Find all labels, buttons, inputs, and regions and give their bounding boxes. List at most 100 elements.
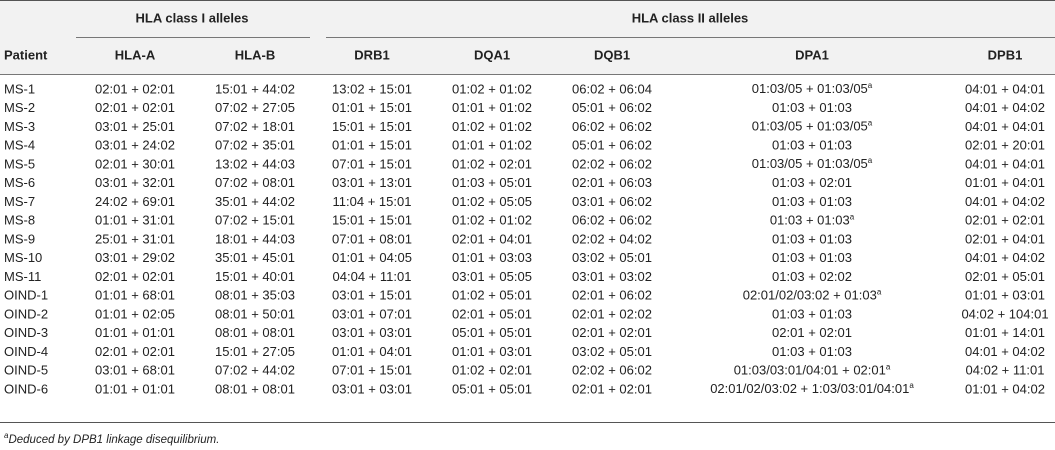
cell: 03:01 + 32:01 xyxy=(95,175,175,190)
cell: 03:01 + 06:02 xyxy=(572,194,652,209)
cell: 25:01 + 31:01 xyxy=(95,231,175,246)
cell: 01:03 + 01:03 xyxy=(772,100,852,115)
cell: 05:01 + 06:02 xyxy=(572,100,652,115)
cell: 02:01 + 02:01 xyxy=(95,269,175,284)
cell: 02:01 + 02:01 xyxy=(95,100,175,115)
row-label: OIND-4 xyxy=(4,344,48,359)
cell: 01:01 + 01:01 xyxy=(95,381,175,396)
cell: 01:01 + 03:01 xyxy=(452,344,532,359)
cell: 04:04 + 11:01 xyxy=(333,269,412,284)
row-label: MS-9 xyxy=(4,231,35,246)
cell: 15:01 + 44:02 xyxy=(215,81,295,96)
cell: 01:01 + 01:02 xyxy=(452,100,532,115)
cell: 02:01 + 02:01 xyxy=(965,213,1045,228)
cell: 01:01 + 02:05 xyxy=(95,306,175,321)
cell: 02:02 + 04:02 xyxy=(572,231,652,246)
cell: 15:01 + 15:01 xyxy=(332,119,412,134)
cell: 02:01 + 06:02 xyxy=(572,288,652,303)
cell: 06:02 + 06:02 xyxy=(572,119,652,134)
cell: 03:01 + 13:01 xyxy=(332,175,412,190)
cell: 03:01 + 29:02 xyxy=(95,250,175,265)
cell: 02:01 + 04:01 xyxy=(965,231,1045,246)
cell: 01:01 + 31:01 xyxy=(95,213,175,228)
row-label: MS-6 xyxy=(4,175,35,190)
cell: 01:01 + 01:02 xyxy=(452,138,532,153)
cell: 15:01 + 27:05 xyxy=(215,344,295,359)
cell-text: 01:03/05 + 01:03/05 xyxy=(752,156,868,171)
cell: 07:01 + 15:01 xyxy=(332,156,412,171)
row-label: MS-3 xyxy=(4,119,35,134)
cell: 01:02 + 01:02 xyxy=(452,119,532,134)
cell: 07:01 + 15:01 xyxy=(332,363,412,378)
cell: 02:02 + 06:02 xyxy=(572,156,652,171)
cell: 01:02 + 05:01 xyxy=(452,288,532,303)
cell: 03:01 + 03:02 xyxy=(572,269,652,284)
footnote-mark: a xyxy=(886,362,891,371)
cell: 01:03 + 05:01 xyxy=(452,175,532,190)
cell: 01:03 + 02:02 xyxy=(772,269,852,284)
cell: 03:01 + 07:01 xyxy=(332,306,412,321)
cell: 01:03/05 + 01:03/05a xyxy=(752,156,873,171)
cell: 06:02 + 06:02 xyxy=(572,213,652,228)
row-label: OIND-1 xyxy=(4,288,48,303)
group-header: HLA class I alleles xyxy=(136,10,249,25)
row-label: MS-2 xyxy=(4,100,35,115)
cell: 04:02 + 104:01 xyxy=(961,306,1048,321)
cell: 05:01 + 06:02 xyxy=(572,138,652,153)
cell: 18:01 + 44:03 xyxy=(215,231,295,246)
cell: 01:01 + 03:01 xyxy=(965,288,1045,303)
column-header: Patient xyxy=(4,47,48,62)
column-header: HLA-A xyxy=(115,47,156,62)
cell: 35:01 + 44:02 xyxy=(215,194,295,209)
cell: 03:02 + 05:01 xyxy=(572,344,652,359)
cell: 03:01 + 25:01 xyxy=(95,119,175,134)
cell: 01:03 + 01:03 xyxy=(772,344,852,359)
cell: 01:02 + 02:01 xyxy=(452,156,532,171)
cell: 13:02 + 44:03 xyxy=(215,156,295,171)
row-label: OIND-6 xyxy=(4,381,48,396)
cell: 01:03/05 + 01:03/05a xyxy=(752,81,873,96)
cell: 11:04 + 15:01 xyxy=(333,194,412,209)
cell: 03:01 + 15:01 xyxy=(332,288,412,303)
cell: 02:01/02/03:02 + 1:03/03:01/04:01a xyxy=(710,381,914,396)
cell: 01:01 + 04:05 xyxy=(332,250,412,265)
cell: 01:01 + 04:01 xyxy=(965,175,1045,190)
cell: 01:01 + 15:01 xyxy=(332,138,412,153)
cell: 13:02 + 15:01 xyxy=(332,81,412,96)
cell: 02:01 + 05:01 xyxy=(965,269,1045,284)
cell: 01:01 + 15:01 xyxy=(332,100,412,115)
cell: 04:01 + 04:02 xyxy=(965,250,1045,265)
cell: 04:01 + 04:01 xyxy=(965,119,1045,134)
cell: 03:02 + 05:01 xyxy=(572,250,652,265)
cell: 01:01 + 01:01 xyxy=(95,325,175,340)
cell: 08:01 + 08:01 xyxy=(215,325,295,340)
cell: 35:01 + 45:01 xyxy=(215,250,295,265)
cell: 01:01 + 03:03 xyxy=(452,250,532,265)
cell: 03:01 + 24:02 xyxy=(95,138,175,153)
cell: 04:01 + 04:02 xyxy=(965,344,1045,359)
cell: 02:01 + 05:01 xyxy=(452,306,532,321)
cell: 04:01 + 04:02 xyxy=(965,194,1045,209)
cell: 04:02 + 11:01 xyxy=(966,363,1045,378)
cell: 04:01 + 04:01 xyxy=(965,156,1045,171)
cell: 02:01 + 02:01 xyxy=(772,325,852,340)
cell: 02:02 + 06:02 xyxy=(572,363,652,378)
footnote-mark: a xyxy=(4,431,9,440)
row-label: OIND-2 xyxy=(4,306,48,321)
cell: 15:01 + 40:01 xyxy=(215,269,295,284)
cell: 02:01 + 06:03 xyxy=(572,175,652,190)
cell: 03:01 + 05:05 xyxy=(452,269,532,284)
cell-text: 01:03 + 01:03 xyxy=(770,213,850,228)
cell: 03:01 + 03:01 xyxy=(332,381,412,396)
row-label: MS-4 xyxy=(4,138,35,153)
cell: 01:02 + 05:05 xyxy=(452,194,532,209)
cell: 08:01 + 08:01 xyxy=(215,381,295,396)
cell: 07:02 + 35:01 xyxy=(215,138,295,153)
cell: 01:02 + 02:01 xyxy=(452,363,532,378)
cell: 01:03/03:01/04:01 + 02:01a xyxy=(734,362,891,377)
row-label: MS-7 xyxy=(4,194,35,209)
footnote-mark: a xyxy=(868,81,873,90)
cell: 08:01 + 50:01 xyxy=(215,306,295,321)
cell: 15:01 + 15:01 xyxy=(332,213,412,228)
